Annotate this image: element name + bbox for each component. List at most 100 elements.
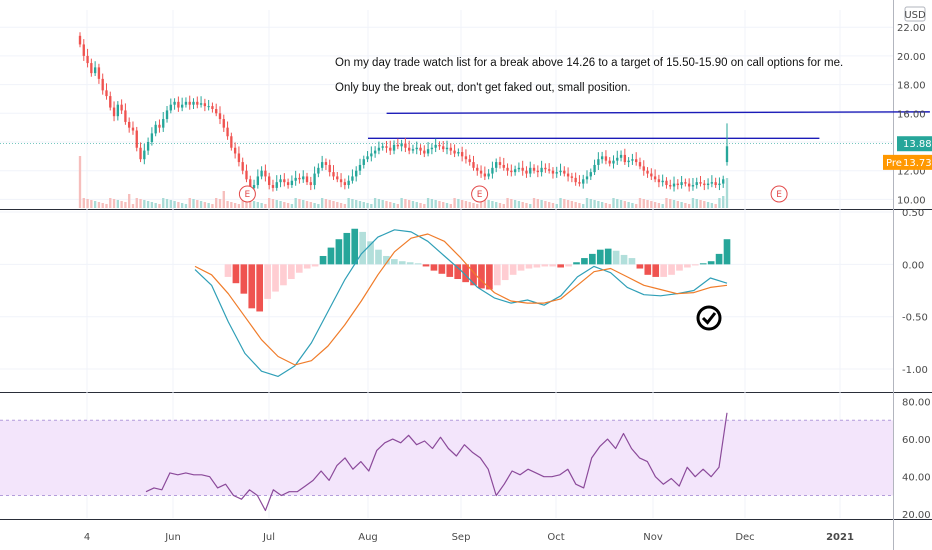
candle-body <box>275 182 278 188</box>
check-circle-icon <box>696 305 722 331</box>
macd-tick-label: 0.00 <box>902 260 924 271</box>
volume-bar <box>566 200 570 208</box>
macd-histogram-bar <box>644 264 652 275</box>
time-tick-label: 4 <box>84 532 90 543</box>
volume-bar <box>646 200 649 208</box>
candle-body <box>320 162 324 168</box>
macd-histogram-bar <box>565 264 572 267</box>
volume-bar <box>574 202 577 208</box>
volume-bar <box>396 204 399 208</box>
candle-body <box>483 173 487 177</box>
macd-histogram-bar <box>295 264 303 273</box>
candle-body <box>86 55 89 64</box>
volume-bar <box>479 198 483 208</box>
macd-histogram-bar <box>517 264 525 271</box>
volume-bar <box>184 204 188 208</box>
earnings-marker[interactable]: E <box>471 185 489 203</box>
volume-bar <box>453 198 456 208</box>
volume-bar <box>532 198 536 208</box>
candle-body <box>540 167 543 173</box>
candle-body <box>336 176 339 180</box>
volume-bar <box>695 199 698 208</box>
volume-bar <box>691 198 695 208</box>
candle-body <box>706 183 710 186</box>
volume-bar <box>669 199 672 208</box>
volume-bar <box>430 199 434 208</box>
candle-body <box>313 173 316 186</box>
candle-body <box>154 124 157 134</box>
volume-bar <box>487 200 490 208</box>
candle-body <box>669 185 672 187</box>
candle-body <box>294 177 297 181</box>
candle-body <box>373 150 377 154</box>
macd-histogram-bar <box>454 264 462 280</box>
candle-body <box>411 149 415 151</box>
candle-body <box>646 170 649 174</box>
macd-histogram-bar <box>327 247 335 265</box>
macd-histogram-bar <box>311 264 319 267</box>
volume-bar <box>389 202 392 208</box>
candle-body <box>112 107 116 117</box>
candle-body <box>128 121 131 128</box>
last-price-tag: 13.88 <box>897 136 932 152</box>
volume-bars <box>78 156 729 208</box>
candle-body <box>612 160 615 164</box>
volume-bar <box>699 200 702 208</box>
earnings-marker[interactable]: E <box>238 185 256 203</box>
candle-body <box>449 147 452 151</box>
candle-body <box>385 146 388 148</box>
macd-histogram-bar <box>596 249 604 265</box>
macd-tick-label: -0.50 <box>902 313 928 324</box>
volume-bar <box>718 198 721 208</box>
volume-bar <box>597 201 600 208</box>
volume-bar <box>320 198 324 208</box>
currency-badge[interactable]: USD <box>904 6 926 22</box>
volume-bar <box>207 203 210 208</box>
volume-bar <box>196 200 199 208</box>
volume-bar <box>442 202 445 208</box>
candle-body <box>339 179 343 183</box>
macd-histogram-bar <box>533 264 541 268</box>
volume-bar <box>154 203 157 208</box>
candle-body <box>260 170 263 177</box>
candle-body <box>252 185 256 188</box>
earnings-marker[interactable]: E <box>770 185 788 203</box>
volume-bar <box>358 201 362 208</box>
macd-histogram-bar <box>636 264 644 269</box>
volume-bar <box>264 204 267 208</box>
macd-histogram-bar <box>232 264 240 284</box>
candle-body <box>657 179 661 183</box>
volume-bar <box>328 200 331 208</box>
candle-body <box>404 143 407 148</box>
macd-histogram-bar <box>438 264 446 274</box>
candle-body <box>597 159 600 165</box>
volume-bar <box>241 198 244 208</box>
volume-bar <box>222 191 225 208</box>
candle-body <box>358 164 362 171</box>
rsi-line <box>145 412 728 512</box>
candle-body <box>135 130 138 148</box>
volume-bar <box>283 202 286 208</box>
resistance-lines <box>0 111 930 145</box>
volume-bar <box>468 202 471 208</box>
volume-bar <box>381 200 384 208</box>
volume-bar <box>608 204 611 208</box>
macd-histogram-bar <box>303 264 311 269</box>
candle-body <box>222 119 225 128</box>
volume-bar <box>339 203 343 208</box>
volume-bar <box>619 200 623 208</box>
candle-body <box>445 147 449 150</box>
candle-body <box>525 170 528 174</box>
volume-bar <box>627 202 630 208</box>
volume-bar <box>635 204 638 208</box>
time-tick-label: Dec <box>735 532 754 543</box>
volume-bar <box>162 198 165 208</box>
candle-body <box>495 162 498 168</box>
macd-line <box>194 229 728 377</box>
candle-body <box>442 146 445 150</box>
volume-bar <box>268 198 271 208</box>
volume-bar <box>703 201 706 208</box>
candle-body <box>377 147 381 151</box>
